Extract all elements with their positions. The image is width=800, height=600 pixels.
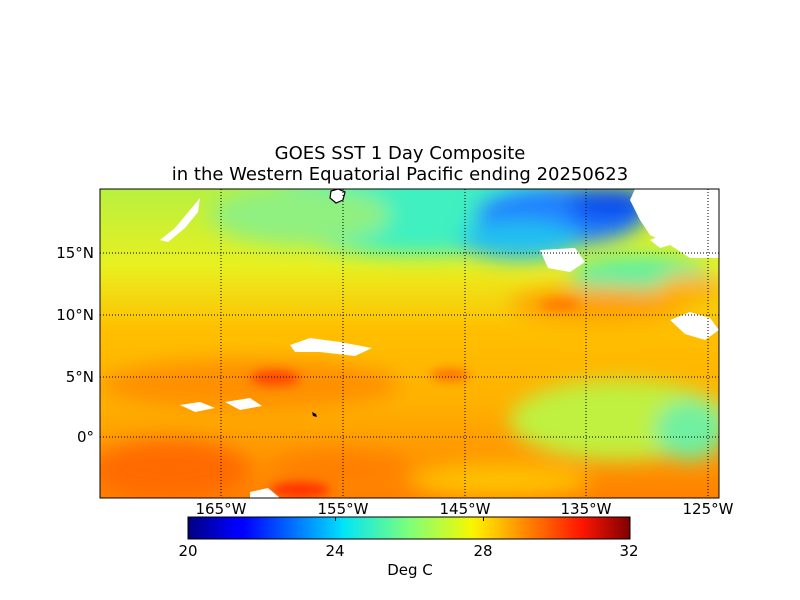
lon-label-125w: 125°W <box>682 500 734 518</box>
graticule <box>100 189 719 498</box>
lat-label-10n: 10°N <box>56 306 94 324</box>
lon-label-135w: 135°W <box>560 500 612 518</box>
colorbar-tick-20: 20 <box>178 542 198 560</box>
lon-label-145w: 145°W <box>439 500 491 518</box>
equatorial-island <box>312 412 317 417</box>
sst-field <box>100 189 719 498</box>
lon-label-165w: 165°W <box>195 500 247 518</box>
hawaii-island <box>329 189 346 204</box>
colorbar-label: Deg C <box>387 561 433 579</box>
cloud-mask <box>160 189 719 498</box>
colorbar-tick-32: 32 <box>619 542 639 560</box>
lat-label-15n: 15°N <box>56 244 94 262</box>
lat-label-0: 0° <box>76 428 94 446</box>
map-frame <box>99 188 720 499</box>
lon-label-155w: 155°W <box>317 500 369 518</box>
colorbar-tick-24: 24 <box>325 542 345 560</box>
lat-label-5n: 5°N <box>65 368 94 386</box>
colorbar-tick-28: 28 <box>473 542 493 560</box>
map-title-line1: GOES SST 1 Day Composite <box>274 143 526 164</box>
colorbar-gradient <box>187 516 631 540</box>
map-title-line2: in the Western Equatorial Pacific ending… <box>171 164 629 185</box>
